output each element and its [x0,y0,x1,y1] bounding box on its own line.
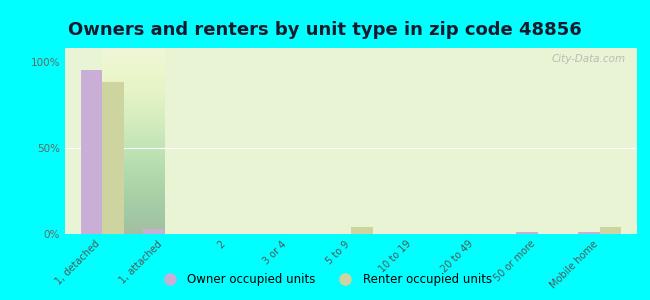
Text: Owners and renters by unit type in zip code 48856: Owners and renters by unit type in zip c… [68,21,582,39]
Bar [515,232,538,234]
Bar [578,232,600,234]
Legend: Owner occupied units, Renter occupied units: Owner occupied units, Renter occupied un… [153,269,497,291]
Bar [102,82,124,234]
Text: City-Data.com: City-Data.com [551,54,625,64]
Bar [351,227,372,234]
Bar [81,70,102,234]
Bar [600,227,621,234]
Bar [143,229,164,234]
